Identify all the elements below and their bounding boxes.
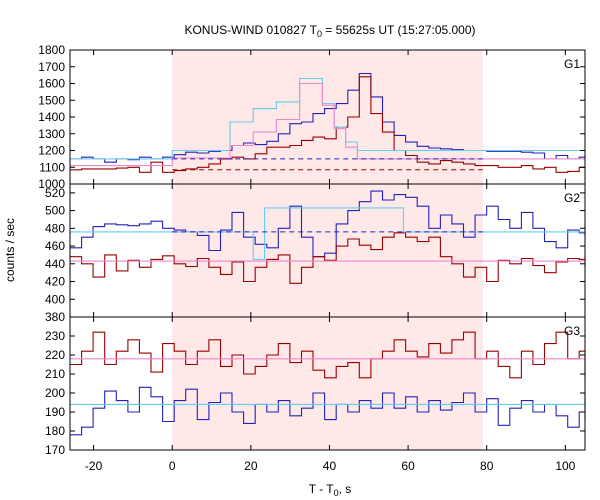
- y-tick-label: 380: [45, 310, 65, 324]
- y-tick-label: 1600: [38, 77, 65, 91]
- series-cyan-step: [70, 207, 585, 260]
- y-tick-label: 210: [45, 367, 65, 381]
- y-tick-label: 1500: [38, 93, 65, 107]
- y-tick-label: 200: [45, 386, 65, 400]
- series-pink-step: [70, 82, 585, 167]
- chart-title-rest: = 55625s UT (15:27:05.000): [322, 23, 476, 37]
- panel-label: G2: [564, 191, 580, 205]
- y-tick-label: 500: [45, 204, 65, 218]
- x-tick-label: 60: [401, 459, 415, 473]
- y-tick-label: 1200: [38, 144, 65, 158]
- y-tick-label: 220: [45, 348, 65, 362]
- panel-label: G3: [564, 324, 580, 338]
- y-tick-label: 170: [45, 443, 65, 457]
- y-tick-label: 1800: [38, 43, 65, 57]
- x-axis-label-rest: , s: [339, 482, 352, 496]
- y-tick-label: 190: [45, 405, 65, 419]
- y-tick-label: 460: [45, 239, 65, 253]
- burst-interval-shade: [172, 184, 483, 317]
- x-tick-label: 80: [480, 459, 494, 473]
- panel-g2: 380 400 420 440 460 480 500 520 G2: [45, 183, 586, 324]
- y-tick-label: 1100: [39, 160, 65, 174]
- x-axis-label-main: T - T: [309, 482, 335, 496]
- panels-group: 100011001200130014001500160017001800G138…: [38, 43, 586, 473]
- y-axis-label: counts / sec: [3, 218, 17, 282]
- y-tick-label: 480: [45, 221, 65, 235]
- series-red-histogram: [70, 331, 586, 379]
- y-tick-label: 1700: [38, 60, 65, 74]
- panel-frame: [69, 316, 586, 451]
- x-tick-label: -20: [85, 459, 103, 473]
- y-tick-label: 1300: [38, 127, 65, 141]
- x-tick-label: 40: [323, 459, 337, 473]
- panel-g3: 170 180 190 200 210 220 230 G3: [45, 316, 586, 457]
- panel-label: G1: [564, 57, 580, 71]
- y-tick-label: 180: [45, 424, 65, 438]
- burst-interval-shade: [172, 317, 483, 450]
- x-tick-label: 0: [169, 459, 176, 473]
- chart-title-subscript: 0: [317, 29, 322, 39]
- y-tick-label: 400: [45, 292, 65, 306]
- chart-title-main: KONUS-WIND 010827 T: [184, 23, 317, 37]
- y-tick-label: 230: [45, 329, 65, 343]
- panel-g1: 1000 1100 1200 1300 1400 1500 1600 1700 1800 G1: [38, 43, 586, 191]
- y-tick-label: 440: [45, 257, 65, 271]
- x-tick-label: 20: [244, 459, 258, 473]
- y-tick-label: 1000: [38, 177, 65, 191]
- series-blue-histogram: [70, 190, 586, 258]
- y-tick-label: 420: [45, 275, 65, 289]
- y-tick-label: 520: [45, 186, 65, 200]
- chart-title: KONUS-WIND 010827 T0 = 55625s UT (15:27:…: [184, 23, 475, 39]
- x-tick-label: 100: [555, 459, 575, 473]
- y-tick-label: 1400: [38, 110, 65, 124]
- x-axis-label: T - T0, s: [309, 482, 352, 498]
- x-axis-label-subscript: 0: [334, 488, 339, 498]
- burst-interval-shade: [172, 50, 483, 184]
